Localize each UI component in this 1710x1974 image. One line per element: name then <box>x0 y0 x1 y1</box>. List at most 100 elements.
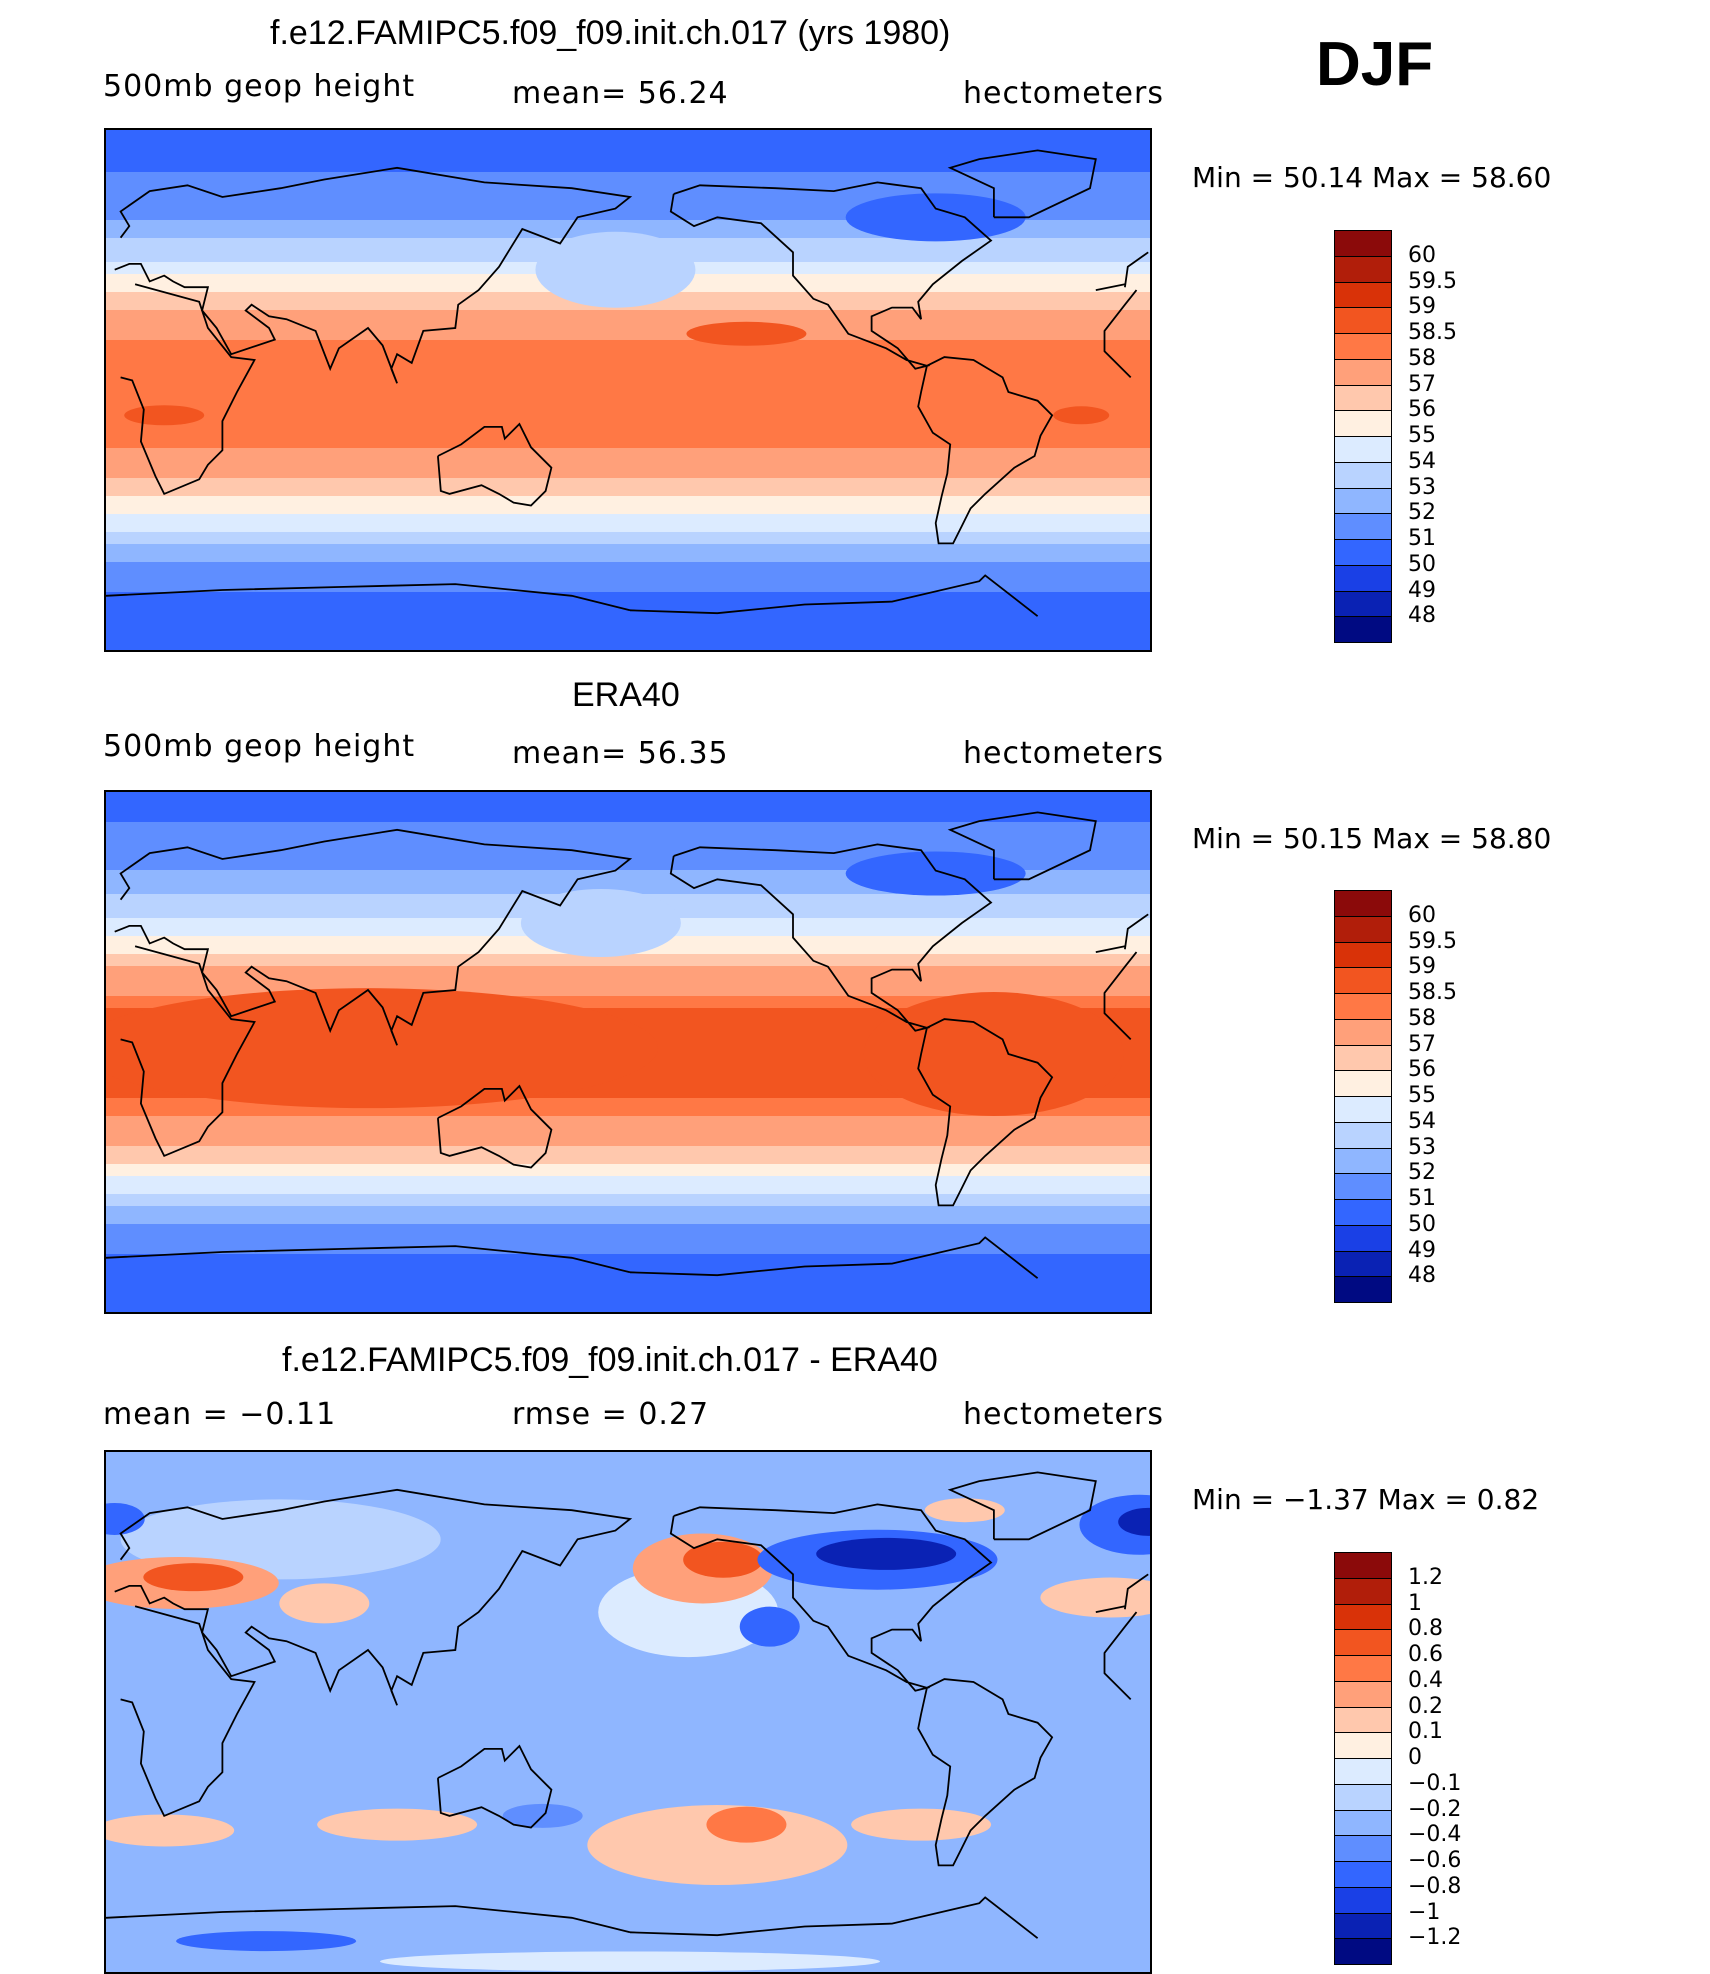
contour-band <box>106 1176 1150 1183</box>
contour-band <box>106 550 1150 557</box>
contour-band <box>106 634 1150 641</box>
contour-band <box>106 960 1150 967</box>
colorbar-swatch <box>1334 281 1392 309</box>
colorbar-swatch <box>1334 1096 1392 1123</box>
coastline <box>114 828 633 1046</box>
contour-band <box>106 460 1150 467</box>
colorbar-tick-label: −1.2 <box>1408 1925 1462 1951</box>
colorbar-tick-label: 1.2 <box>1408 1564 1443 1590</box>
colorbar-tick-label: 58.5 <box>1408 320 1457 345</box>
colorbar-swatch <box>1334 1070 1392 1097</box>
anomaly <box>380 1951 880 1972</box>
contour-band <box>106 172 1150 179</box>
coastline <box>106 1905 631 1934</box>
contour-band <box>106 834 1150 841</box>
colorbar-tick-label: 0 <box>1408 1745 1422 1770</box>
contour-band <box>106 1122 1150 1129</box>
coastline <box>947 149 1097 219</box>
colorbar-tick-label: 51 <box>1408 1186 1436 1211</box>
subtropical-high <box>1053 406 1110 425</box>
contour-band <box>106 310 1150 317</box>
contour-band <box>106 1152 1150 1159</box>
contour-band <box>106 1074 1150 1081</box>
contour-band <box>106 1302 1150 1309</box>
coastline <box>629 574 1039 617</box>
contour-band <box>106 622 1150 629</box>
contour-band <box>106 418 1150 425</box>
contour-band <box>106 178 1150 185</box>
coastline <box>437 1744 553 1829</box>
colorbar-tick-label: 50 <box>1408 551 1436 577</box>
contour-band <box>106 646 1150 650</box>
contour-band <box>106 1194 1150 1201</box>
coastline <box>669 1503 993 1692</box>
coastline <box>437 422 553 507</box>
coastline <box>917 1018 1054 1207</box>
colorbar-swatch <box>1334 1018 1392 1046</box>
colorbar-swatch <box>1334 1912 1392 1940</box>
contour-band <box>106 1284 1150 1291</box>
coastline <box>669 181 993 370</box>
coastline <box>1095 283 1126 291</box>
coastline <box>1124 251 1149 288</box>
contour-band <box>106 1254 1150 1261</box>
negative-anomaly <box>106 1502 145 1535</box>
colorbar-swatch <box>1334 358 1392 386</box>
negative-anomaly <box>176 1931 357 1952</box>
colorbar-swatch <box>1334 1147 1392 1175</box>
colorbar-swatch <box>1334 1121 1392 1149</box>
colorbar-tick-label: 59.5 <box>1408 928 1457 954</box>
contour-band <box>106 400 1150 407</box>
coastline <box>120 1605 256 1818</box>
colorbar-swatch <box>1334 1552 1392 1579</box>
subtropical-high <box>686 321 807 346</box>
contour-band <box>106 154 1150 161</box>
contour-band <box>106 1224 1150 1231</box>
contour-band <box>106 412 1150 419</box>
colorbar-tick-label: 0.4 <box>1408 1667 1443 1693</box>
contour-band <box>106 424 1150 431</box>
contour-band <box>106 556 1150 563</box>
negative-anomaly <box>816 1537 957 1570</box>
positive-anomaly <box>924 1498 1005 1523</box>
coastline <box>1103 951 1138 1041</box>
colorbar-tick-label: 59 <box>1408 954 1436 980</box>
positive-anomaly <box>851 1808 992 1841</box>
contour-band <box>106 882 1150 889</box>
coastline <box>947 1471 1097 1541</box>
contour-band <box>106 484 1150 491</box>
contour-band <box>106 388 1150 395</box>
colorbar-tick-label: 50 <box>1408 1211 1436 1237</box>
contour-band <box>106 1260 1150 1267</box>
colorbar-swatch <box>1334 1783 1392 1811</box>
coastline <box>114 1488 633 1706</box>
colorbar-tick-label: 56 <box>1408 1057 1436 1083</box>
colorbar-tick-label: 58 <box>1408 345 1436 371</box>
contour-band <box>106 798 1150 805</box>
contour-band <box>106 472 1150 479</box>
contour-band <box>106 532 1150 539</box>
coastline <box>917 1678 1054 1867</box>
contour-band <box>106 1236 1150 1243</box>
colorbar-swatch <box>1334 1758 1392 1785</box>
contour-band <box>106 628 1150 635</box>
contour-band <box>106 322 1150 329</box>
contour-band <box>106 1140 1150 1147</box>
contour-band <box>106 1248 1150 1255</box>
coastline <box>1103 1611 1138 1701</box>
colorbar-model: 60 59.5 59 58.5 58 57 56 55 54 53 52 51 50 49 48 <box>1334 230 1457 643</box>
colorbar-swatch <box>1334 461 1392 489</box>
contour-band <box>106 160 1150 167</box>
contour-band <box>106 562 1150 569</box>
coastline <box>1124 1573 1149 1610</box>
contour-band <box>106 226 1150 233</box>
colorbar-swatch <box>1334 487 1392 515</box>
contour-band <box>106 490 1150 497</box>
contour-band <box>106 328 1150 335</box>
coastline <box>1124 913 1149 950</box>
colorbar-tick-label: 0.1 <box>1408 1719 1443 1745</box>
colorbar-tick-label: 55 <box>1408 1083 1436 1108</box>
contour-band <box>106 442 1150 449</box>
colorbar-swatch <box>1334 1732 1392 1759</box>
contour-band <box>106 568 1150 575</box>
